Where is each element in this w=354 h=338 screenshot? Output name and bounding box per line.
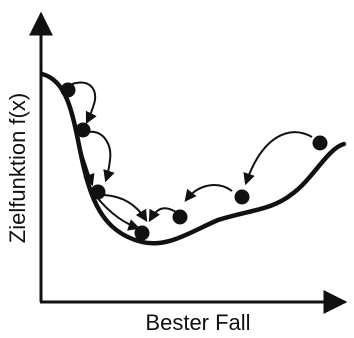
step-arrow-3 <box>65 93 95 187</box>
step-arrow-4 <box>103 194 148 223</box>
step-arrow-8 <box>243 131 313 186</box>
step-arrow-2 <box>87 130 115 183</box>
point-5 <box>172 209 188 225</box>
point-4 <box>134 225 150 241</box>
point-6 <box>234 189 250 205</box>
point-2 <box>75 122 91 138</box>
point-3 <box>90 184 106 200</box>
point-1 <box>60 82 76 98</box>
step-arrow-6 <box>148 207 177 223</box>
point-7 <box>312 135 328 151</box>
objective-curve <box>39 71 347 246</box>
step-arrow-5 <box>95 195 141 231</box>
step-arrow-1 <box>71 81 97 125</box>
step-arrow-7 <box>184 184 233 202</box>
y-axis-label: Zielfunktion f(x) <box>5 93 30 243</box>
x-axis-label: Bester Fall <box>145 310 250 335</box>
